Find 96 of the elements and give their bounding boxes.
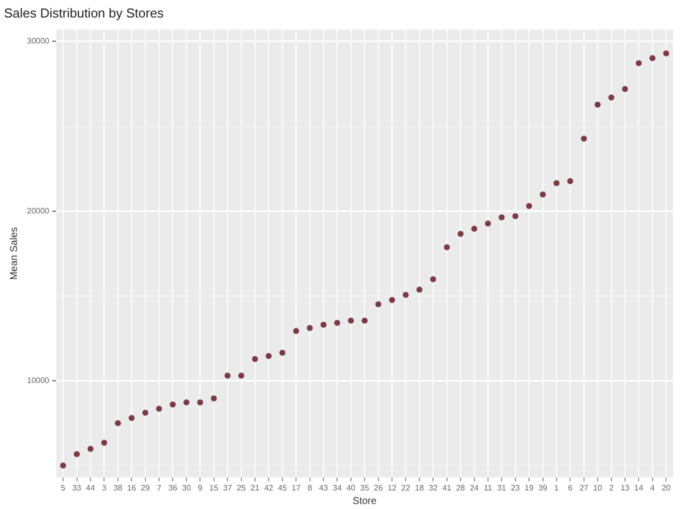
point (334, 320, 340, 326)
point (88, 446, 94, 452)
point (636, 60, 642, 66)
point (663, 50, 670, 56)
x-tick-label: 25 (236, 483, 246, 492)
point (362, 318, 368, 324)
x-tick-label: 26 (374, 483, 384, 492)
x-tick-label: 40 (346, 483, 356, 492)
point (183, 399, 190, 406)
x-tick-label: 20 (662, 483, 672, 492)
y-tick-label: 30000 (26, 36, 50, 46)
chart-title: Sales Distribution by Stores (4, 5, 164, 20)
point (210, 395, 217, 402)
x-tick-label: 34 (332, 483, 342, 492)
x-tick-label: 9 (198, 483, 203, 492)
point (60, 462, 66, 469)
point (416, 286, 422, 293)
x-tick-label: 30 (182, 483, 192, 492)
x-tick-label: 31 (497, 483, 507, 492)
point (512, 213, 518, 220)
x-tick-label: 42 (264, 483, 274, 492)
x-tick-label: 41 (442, 483, 452, 492)
x-tick-label: 44 (86, 483, 96, 492)
x-tick-label: 45 (278, 483, 288, 492)
point (540, 191, 546, 198)
point (567, 178, 574, 184)
x-tick-label: 33 (72, 483, 82, 492)
point (224, 372, 231, 379)
x-tick-label: 13 (620, 483, 630, 492)
point (649, 55, 656, 62)
point (389, 296, 396, 303)
x-tick-label: 3 (102, 483, 107, 492)
point (279, 350, 286, 356)
point (156, 406, 162, 412)
x-tick-label: 1 (554, 483, 560, 492)
x-tick-label: 27 (579, 483, 589, 492)
point (293, 328, 300, 334)
x-tick-label: 38 (113, 483, 123, 492)
point (252, 356, 258, 362)
x-tick-label: 6 (568, 483, 573, 492)
x-tick-label: 29 (140, 483, 150, 492)
point (266, 352, 272, 359)
point (320, 322, 327, 328)
x-tick-label: 15 (209, 483, 219, 492)
x-tick-label: 28 (456, 483, 466, 492)
point (458, 230, 464, 237)
x-axis-title: Store (352, 496, 378, 507)
x-tick-label: 7 (156, 483, 162, 492)
y-tick-label: 20000 (26, 206, 50, 216)
point (306, 324, 313, 331)
y-axis-title: Mean Sales (8, 227, 20, 280)
point (608, 94, 614, 100)
point (170, 401, 176, 408)
point (74, 451, 80, 458)
x-tick-label: 18 (414, 483, 424, 492)
point (375, 301, 382, 308)
x-tick-label: 35 (360, 483, 370, 492)
x-tick-label: 21 (250, 483, 260, 492)
point (471, 226, 478, 232)
x-tick-label: 12 (388, 483, 398, 492)
point (142, 410, 148, 416)
x-tick-label: 32 (428, 483, 438, 492)
x-tick-label: 43 (319, 483, 328, 492)
x-tick-label: 11 (484, 483, 493, 492)
point (348, 318, 354, 324)
point (430, 276, 436, 282)
point (128, 415, 135, 422)
x-tick-label: 22 (401, 483, 411, 492)
x-tick-label: 23 (510, 483, 520, 492)
x-tick-label: 10 (593, 483, 603, 492)
x-tick-label: 37 (223, 483, 233, 492)
point (622, 86, 628, 92)
point (444, 244, 450, 250)
point (197, 399, 204, 406)
x-tick-label: 16 (127, 483, 137, 492)
x-tick-label: 8 (308, 483, 313, 492)
point (238, 372, 244, 379)
point (526, 203, 532, 210)
point (580, 136, 587, 142)
point (101, 440, 108, 446)
point (114, 420, 121, 426)
x-tick-label: 5 (60, 483, 66, 492)
y-tick-label: 10000 (26, 376, 50, 385)
x-tick-label: 36 (168, 483, 178, 492)
point (594, 102, 601, 108)
x-tick-label: 39 (538, 483, 548, 492)
point (402, 292, 409, 298)
point (554, 180, 560, 186)
x-tick-label: 2 (609, 483, 614, 492)
x-tick-label: 17 (292, 483, 302, 492)
point (498, 214, 505, 220)
x-tick-label: 4 (650, 483, 656, 492)
point (484, 220, 491, 226)
x-tick-label: 14 (634, 483, 644, 492)
x-tick-label: 19 (524, 483, 534, 492)
x-tick-label: 24 (470, 483, 480, 492)
